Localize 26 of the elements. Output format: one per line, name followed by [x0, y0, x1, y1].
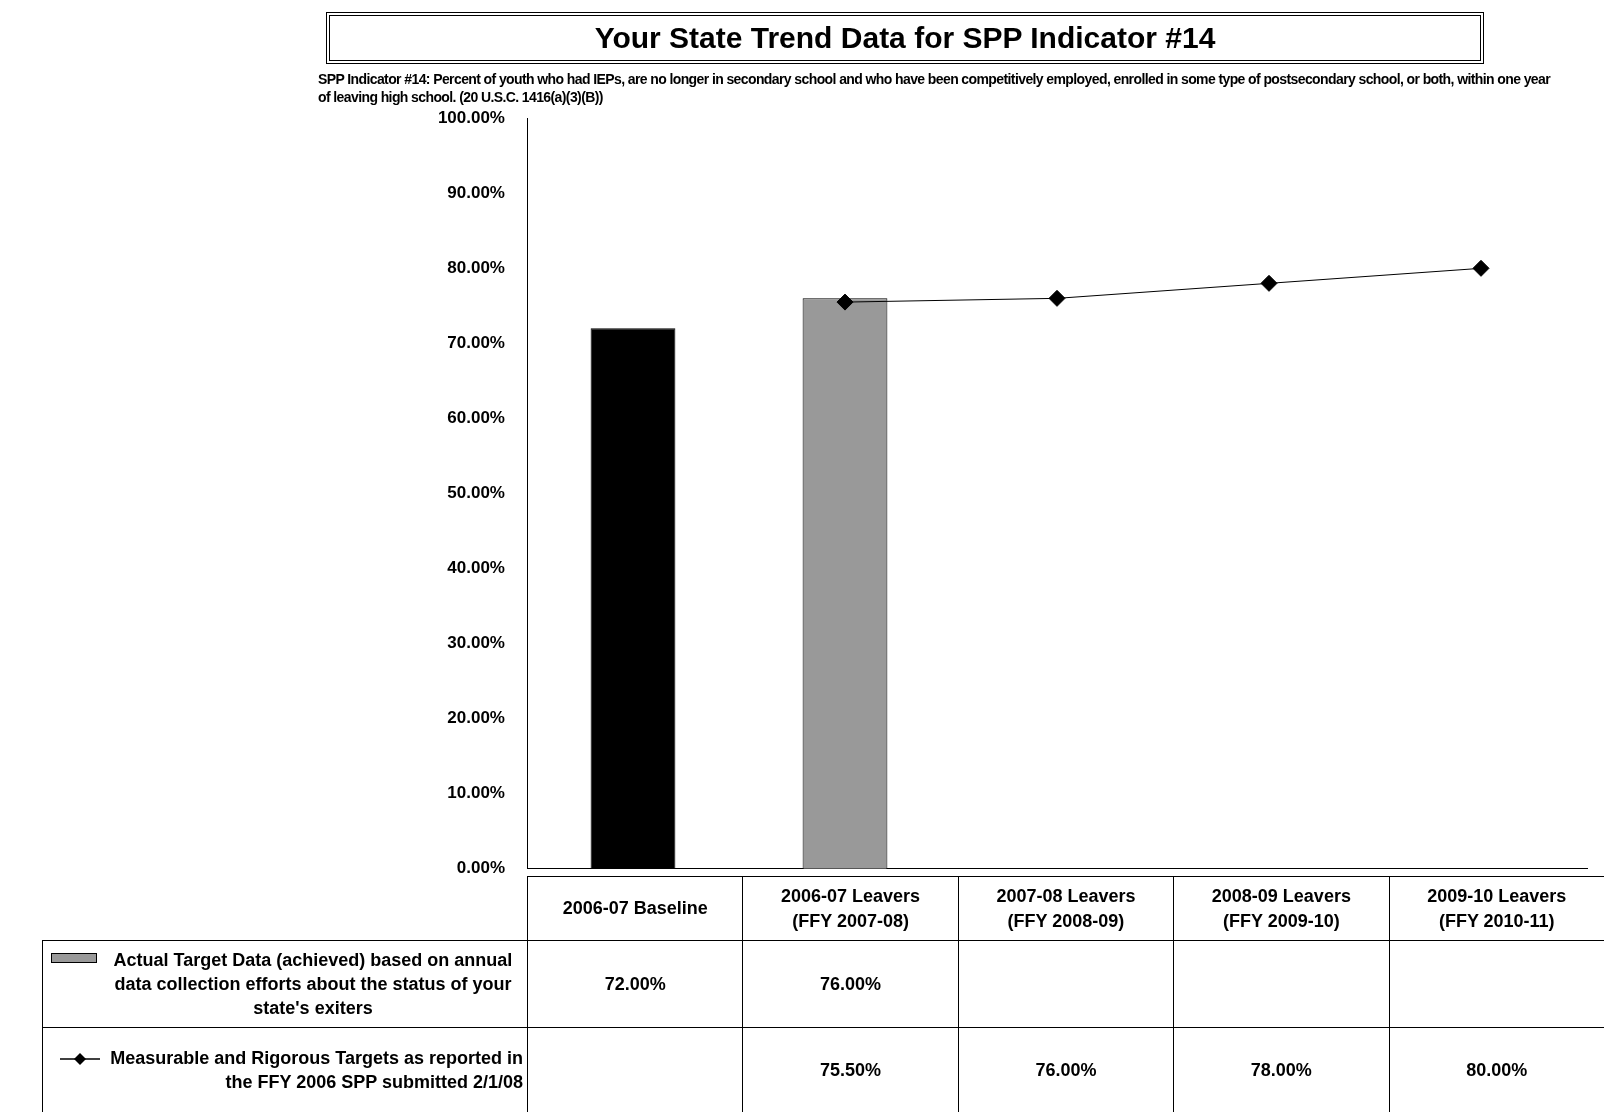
data-label: 76.00% — [742, 940, 959, 1028]
y-tick-label: 80.00% — [447, 258, 505, 278]
x-tick-label: 2008-09 Leavers (FFY 2009-10) — [1173, 876, 1390, 941]
data-label: 72.00% — [527, 940, 743, 1028]
legend-label: Measurable and Rigorous Targets as reported in the FFY 2006 SPP submitted 2/1/08 — [110, 1048, 523, 1092]
y-tick-label: 10.00% — [447, 783, 505, 803]
y-tick-label: 60.00% — [447, 408, 505, 428]
legend-label: Actual Target Data (achieved) based on annual data collection efforts about the status of your state's exiters — [113, 950, 513, 1018]
data-label: 80.00% — [1389, 1027, 1604, 1112]
data-label: 78.00% — [1173, 1027, 1390, 1112]
y-tick-label: 30.00% — [447, 633, 505, 653]
data-label: 75.50% — [742, 1027, 959, 1112]
y-tick-label: 50.00% — [447, 483, 505, 503]
y-tick-label: 20.00% — [447, 708, 505, 728]
chart-subtitle: SPP Indicator #14: Percent of youth who had IEPs, are no longer in secondary school and who have been competitively employed, enrolled in some type of postsecondary school, or both, within one year of leaving high school. (20 U.S.C. 1416(a)(3)(B)) — [318, 70, 1552, 106]
data-label: 76.00% — [958, 1027, 1174, 1112]
y-tick-label: 100.00% — [437, 107, 505, 127]
y-tick-label: 0.00% — [456, 858, 505, 878]
y-tick-label: 70.00% — [447, 333, 505, 353]
x-tick-label: 2009-10 Leavers (FFY 2010-11) — [1389, 876, 1604, 941]
x-tick-label: 2006-07 Baseline — [527, 876, 743, 941]
x-tick-label: 2007-08 Leavers (FFY 2008-09) — [958, 876, 1174, 941]
chart-title: Your State Trend Data for SPP Indicator #14 — [326, 12, 1484, 64]
y-tick-label: 90.00% — [447, 182, 505, 202]
y-tick-label: 40.00% — [447, 558, 505, 578]
x-tick-label: 2006-07 Leavers (FFY 2007-08) — [742, 876, 959, 941]
